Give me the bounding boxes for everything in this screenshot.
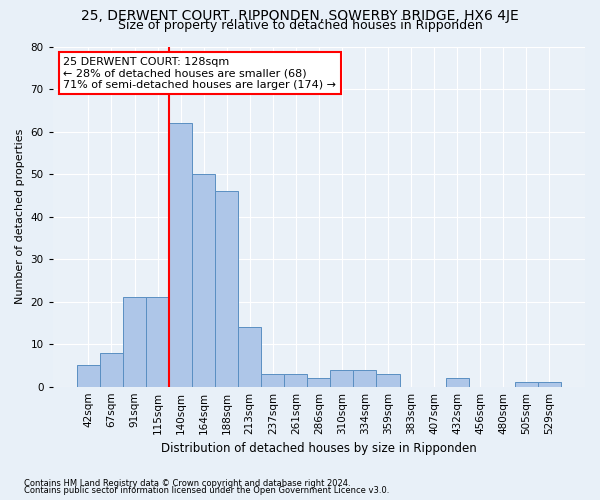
Bar [192,174,215,386]
X-axis label: Distribution of detached houses by size in Ripponden: Distribution of detached houses by size … [161,442,477,455]
Text: Contains HM Land Registry data © Crown copyright and database right 2024.: Contains HM Land Registry data © Crown c… [24,478,350,488]
Text: Size of property relative to detached houses in Ripponden: Size of property relative to detached ho… [118,19,482,32]
Bar [215,191,238,386]
Bar [515,382,538,386]
Y-axis label: Number of detached properties: Number of detached properties [15,129,25,304]
Bar [169,123,192,386]
Bar [307,378,331,386]
Bar [123,298,146,386]
Bar [146,298,169,386]
Bar [77,366,100,386]
Text: Contains public sector information licensed under the Open Government Licence v3: Contains public sector information licen… [24,486,389,495]
Bar [538,382,561,386]
Bar [261,374,284,386]
Bar [284,374,307,386]
Bar [100,352,123,386]
Text: 25, DERWENT COURT, RIPPONDEN, SOWERBY BRIDGE, HX6 4JE: 25, DERWENT COURT, RIPPONDEN, SOWERBY BR… [81,9,519,23]
Bar [376,374,400,386]
Bar [446,378,469,386]
Text: 25 DERWENT COURT: 128sqm
← 28% of detached houses are smaller (68)
71% of semi-d: 25 DERWENT COURT: 128sqm ← 28% of detach… [64,56,337,90]
Bar [331,370,353,386]
Bar [238,327,261,386]
Bar [353,370,376,386]
